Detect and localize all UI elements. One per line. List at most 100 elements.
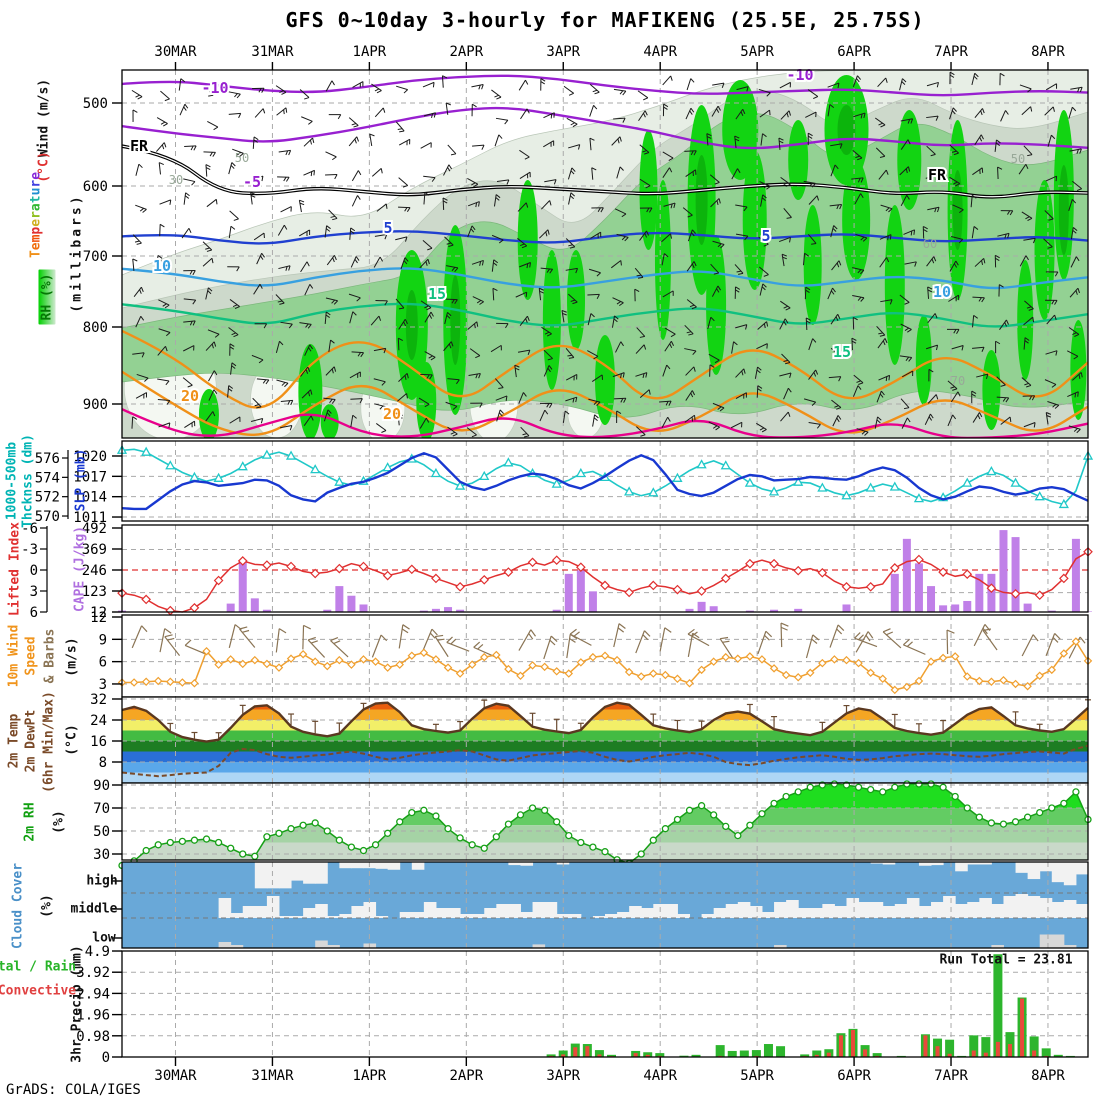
svg-text:576: 576 xyxy=(35,451,60,467)
svg-text:8APR: 8APR xyxy=(1031,1068,1065,1084)
rh-axis-label: RH (%) xyxy=(38,269,56,325)
svg-text:570: 570 xyxy=(35,509,60,525)
svg-text:20: 20 xyxy=(181,387,199,405)
svg-text:1017: 1017 xyxy=(73,469,107,485)
svg-text:1.96: 1.96 xyxy=(76,1008,110,1024)
page-title: GFS 0~10day 3-hourly for MAFIKENG (25.5E… xyxy=(285,8,925,32)
svg-text:-10: -10 xyxy=(786,66,813,84)
svg-text:2.94: 2.94 xyxy=(76,986,110,1002)
svg-text:1014: 1014 xyxy=(73,490,107,506)
svg-text:8APR: 8APR xyxy=(1031,44,1065,60)
svg-text:123: 123 xyxy=(82,584,107,600)
svg-text:6: 6 xyxy=(30,605,38,621)
minmax-label: (6hr Min/Max) xyxy=(41,691,57,793)
svg-text:3APR: 3APR xyxy=(546,1068,580,1084)
cloud-middle-label: middle xyxy=(70,901,118,917)
svg-text:0: 0 xyxy=(30,563,38,579)
svg-text:20: 20 xyxy=(383,405,401,423)
wind10m-label-line1: 10m Wind xyxy=(6,624,22,688)
wind10m-label-line2: Speed xyxy=(23,636,39,676)
svg-text:600: 600 xyxy=(83,179,108,195)
wind-units-label: (m/s) xyxy=(64,637,80,677)
svg-text:60: 60 xyxy=(923,237,937,251)
run-total: Run Total = 23.81 xyxy=(939,952,1073,968)
temperature-axis-label: Temperature xyxy=(28,171,44,259)
rh2m-label: 2m RH xyxy=(22,802,38,842)
svg-text:50: 50 xyxy=(235,151,249,165)
svg-text:6APR: 6APR xyxy=(837,44,871,60)
grads-credit: GrADS: COLA/IGES xyxy=(6,1082,141,1098)
svg-text:8: 8 xyxy=(99,755,107,771)
lifted-index-label: Lifted Index xyxy=(7,522,23,616)
svg-text:12: 12 xyxy=(90,605,107,621)
cloud-units-label: (%) xyxy=(39,894,55,918)
cloud-cover-label: Cloud Cover xyxy=(10,862,26,950)
svg-text:5APR: 5APR xyxy=(740,44,774,60)
svg-text:369: 369 xyxy=(82,542,107,558)
temp2m-label-line1: 2m Temp xyxy=(6,713,22,769)
svg-text:30: 30 xyxy=(93,847,110,863)
svg-text:572: 572 xyxy=(35,490,60,506)
svg-text:16: 16 xyxy=(90,734,107,750)
svg-text:4APR: 4APR xyxy=(643,44,677,60)
svg-text:800: 800 xyxy=(83,320,108,336)
svg-text:31MAR: 31MAR xyxy=(251,1068,294,1084)
svg-text:0.98: 0.98 xyxy=(76,1029,110,1045)
svg-text:-6: -6 xyxy=(21,521,38,537)
svg-text:70: 70 xyxy=(93,801,110,817)
svg-text:700: 700 xyxy=(83,249,108,265)
svg-text:30MAR: 30MAR xyxy=(154,44,197,60)
svg-text:5APR: 5APR xyxy=(740,1068,774,1084)
svg-text:15: 15 xyxy=(428,285,446,303)
cloud-low-label: low xyxy=(92,930,116,946)
pressure-axis-label: (millibars) xyxy=(69,193,85,313)
svg-text:7APR: 7APR xyxy=(934,44,968,60)
svg-text:1011: 1011 xyxy=(73,510,107,526)
svg-text:10: 10 xyxy=(933,283,951,301)
svg-text:30MAR: 30MAR xyxy=(154,1068,197,1084)
svg-text:1APR: 1APR xyxy=(353,1068,387,1084)
svg-text:492: 492 xyxy=(82,521,107,537)
slp-label: SLP (mb) xyxy=(73,448,89,512)
cape-label: CAPE (J/kg) xyxy=(72,525,88,613)
svg-text:-5: -5 xyxy=(243,173,261,191)
thickness-label-line2: Thcknss (dm) xyxy=(20,434,36,528)
svg-text:2APR: 2APR xyxy=(449,44,483,60)
svg-text:15: 15 xyxy=(833,343,851,361)
svg-text:90: 90 xyxy=(93,778,110,794)
svg-text:4APR: 4APR xyxy=(643,1068,677,1084)
svg-text:6: 6 xyxy=(99,655,107,671)
svg-text:900: 900 xyxy=(83,397,108,413)
svg-text:70: 70 xyxy=(951,374,965,388)
thickness-label-line1: 1000-500mb xyxy=(4,441,20,521)
svg-text:574: 574 xyxy=(35,470,60,486)
svg-text:6APR: 6APR xyxy=(837,1068,871,1084)
svg-text:3APR: 3APR xyxy=(546,44,580,60)
svg-text:10: 10 xyxy=(153,257,171,275)
convective-legend: Convective xyxy=(0,983,77,999)
dewpoint-label: 2m DewPt xyxy=(23,709,39,773)
svg-text:2APR: 2APR xyxy=(449,1068,483,1084)
barbs-label: & Barbs xyxy=(42,628,58,684)
temp2m-units-label: (°C) xyxy=(64,724,80,756)
svg-text:3: 3 xyxy=(99,677,107,693)
svg-text:50: 50 xyxy=(93,824,110,840)
svg-text:5: 5 xyxy=(761,227,770,245)
rh2m-units-label: (%) xyxy=(51,810,67,834)
rain-legend: tal / Rain xyxy=(0,959,77,975)
svg-text:0: 0 xyxy=(102,1050,110,1066)
svg-text:1020: 1020 xyxy=(73,449,107,465)
svg-text:246: 246 xyxy=(82,563,107,579)
svg-text:FR: FR xyxy=(928,166,947,184)
svg-text:12: 12 xyxy=(90,610,107,626)
svg-text:-10: -10 xyxy=(201,79,228,97)
svg-text:-3: -3 xyxy=(21,542,38,558)
svg-text:7APR: 7APR xyxy=(934,1068,968,1084)
svg-text:FR: FR xyxy=(130,137,149,155)
svg-text:500: 500 xyxy=(83,96,108,112)
svg-text:5: 5 xyxy=(383,219,392,237)
svg-text:3.92: 3.92 xyxy=(76,965,110,981)
cloud-high-label: high xyxy=(86,873,118,889)
svg-text:3: 3 xyxy=(30,584,38,600)
